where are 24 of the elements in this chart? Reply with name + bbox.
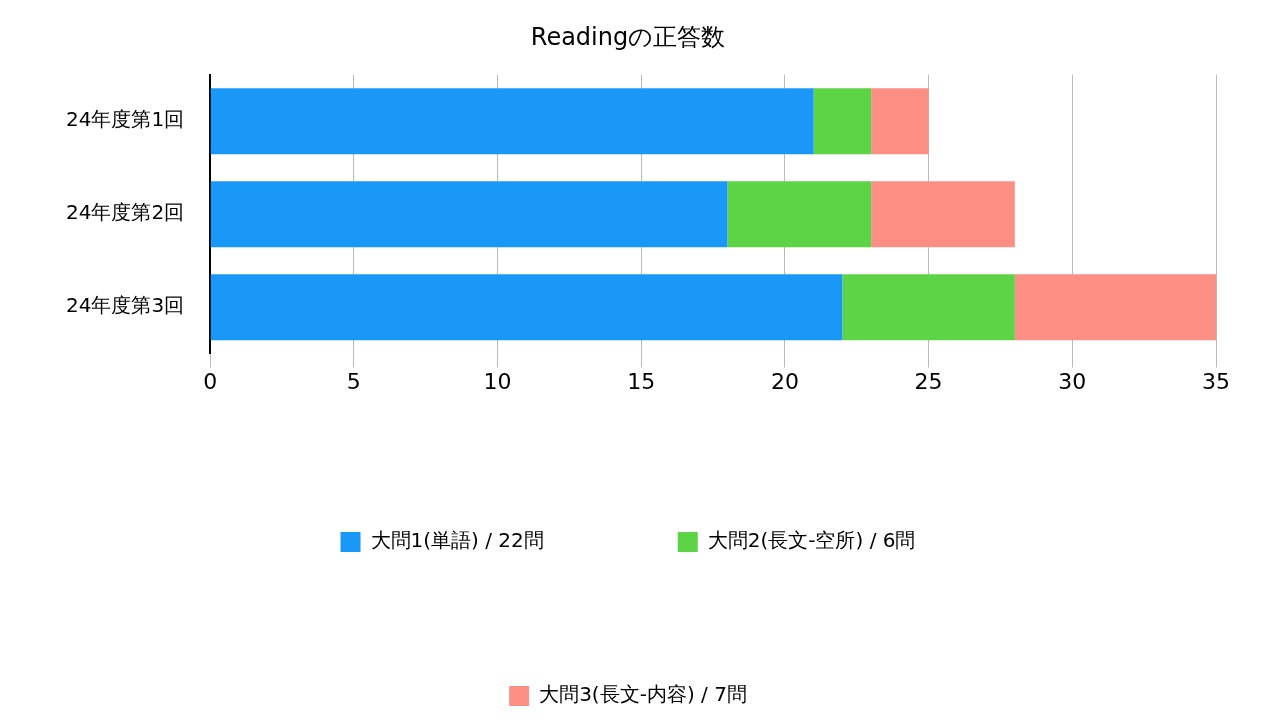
bar [210,88,814,155]
x-tick-label: 20 [770,368,799,394]
x-tick-label: 30 [1058,368,1087,394]
bar [842,274,1015,341]
chart-title: Readingの正答数 [530,22,726,51]
bar [871,88,929,155]
bar [210,181,728,248]
legend-label: 大問2(長文-空所) / 6問 [707,528,916,553]
x-tick-label: 5 [346,368,361,394]
y-tick-label: 24年度第2回 [65,200,185,225]
y-tick-label: 24年度第3回 [65,293,185,318]
bar [210,274,843,341]
x-tick-label: 25 [914,368,943,394]
x-tick-label: 0 [203,368,218,394]
x-tick-label: 10 [483,368,512,394]
y-tick-label: 24年度第1回 [65,107,185,132]
bar [727,181,872,248]
x-tick-label: 35 [1202,368,1230,394]
bar [871,181,1015,248]
x-tick-label: 15 [627,368,656,394]
bar [813,88,872,155]
legend-label: 大問1(単語) / 22問 [370,528,544,553]
bar [1014,274,1216,341]
legend-label: 大問3(長文-内容) / 7問 [539,682,747,707]
